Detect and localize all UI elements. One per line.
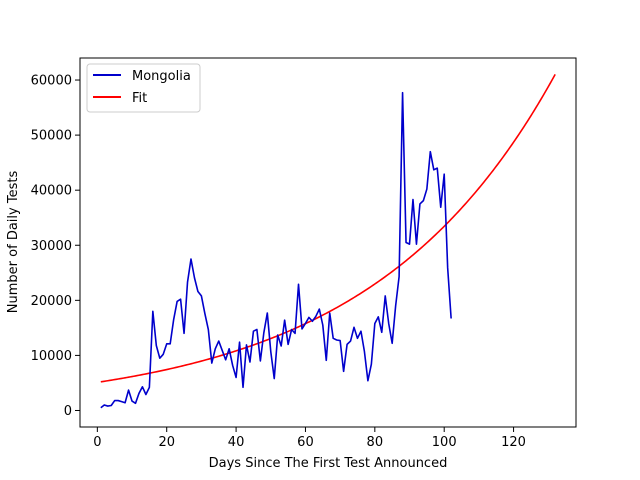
x-tick-label-120: 120 <box>501 435 526 450</box>
axes-frame <box>79 57 577 428</box>
y-axis-label: Number of Daily Tests <box>6 171 21 314</box>
y-tick-label-0: 0 <box>64 404 72 419</box>
y-axis: 0 10000 20000 30000 40000 50000 60000 <box>31 74 80 419</box>
x-tick-label-0: 0 <box>93 435 101 450</box>
legend-label-fit: Fit <box>132 91 147 106</box>
y-tick-label-60000: 60000 <box>31 74 72 89</box>
legend-label-mongolia: Mongolia <box>132 69 191 84</box>
x-tick-label-20: 20 <box>158 435 175 450</box>
x-axis: 0 20 40 60 80 100 120 <box>93 427 526 450</box>
x-tick-label-80: 80 <box>367 435 384 450</box>
x-tick-label-100: 100 <box>432 435 457 450</box>
series-line-fit <box>100 73 556 383</box>
x-axis-label: Days Since The First Test Announced <box>209 456 448 471</box>
plot-area <box>100 73 556 409</box>
series-line-mongolia <box>100 91 452 409</box>
y-tick-label-10000: 10000 <box>31 349 72 364</box>
y-tick-label-30000: 30000 <box>31 239 72 254</box>
y-tick-label-50000: 50000 <box>31 129 72 144</box>
x-tick-label-60: 60 <box>297 435 314 450</box>
y-tick-label-20000: 20000 <box>31 294 72 309</box>
x-tick-label-40: 40 <box>228 435 245 450</box>
y-tick-label-40000: 40000 <box>31 184 72 199</box>
legend: Mongolia Fit <box>86 63 201 113</box>
